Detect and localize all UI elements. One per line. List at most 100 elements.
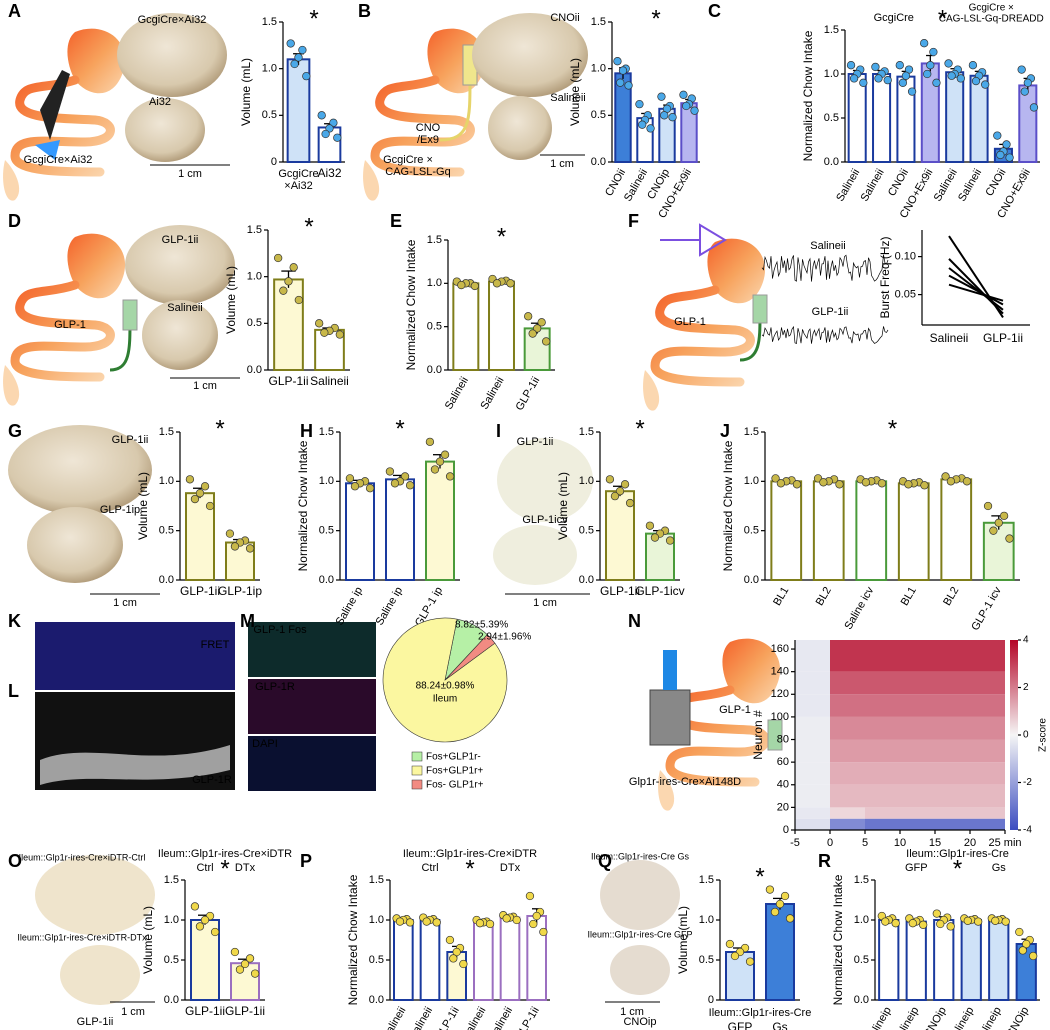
data-point	[877, 479, 887, 488]
image-label: GLP-1	[674, 316, 706, 328]
image-label: 1 cm	[193, 380, 217, 392]
y-tick-label: 0.5	[319, 525, 334, 537]
group-label: Gs	[992, 862, 1007, 874]
amplifier	[660, 223, 727, 257]
group-label: GcgiCre ×	[969, 3, 1014, 14]
data-point	[994, 518, 1003, 527]
y-tick-label: 0.0	[164, 994, 179, 1006]
y-tick-label: 1.5	[591, 16, 606, 28]
data-point	[730, 951, 740, 961]
data-point	[195, 489, 205, 498]
legend-swatch	[411, 751, 423, 762]
data-point	[895, 61, 904, 70]
y-tick-label: 1.0	[824, 68, 839, 80]
panel-letter: D	[8, 211, 21, 231]
y-tick-label: 0.5	[262, 109, 277, 121]
data-point	[400, 472, 410, 481]
series-line	[948, 267, 1004, 311]
y-tick-label: 0	[783, 824, 789, 836]
data-point	[325, 124, 334, 133]
x-tick-label: GLP-1ip	[218, 584, 262, 598]
heat-cell	[900, 818, 935, 830]
stomach-photo	[493, 525, 577, 585]
data-point	[279, 286, 288, 295]
bar	[872, 73, 892, 163]
x-tick-label: GLP-1ii	[268, 374, 308, 388]
data-point	[923, 69, 932, 79]
y-tick-label: 0.0	[247, 364, 262, 376]
stomach-photo	[125, 225, 235, 305]
y-tick-label: 0.5	[699, 954, 714, 966]
heat-cell	[795, 807, 830, 819]
data-point	[230, 947, 240, 957]
significance-star: *	[755, 863, 764, 890]
y-tick-label: 1.5	[247, 224, 262, 236]
image-label: 1 cm	[620, 1006, 644, 1018]
image-label: GcgiCre×Ai32	[24, 154, 93, 166]
data-point	[898, 78, 908, 87]
objective	[663, 650, 677, 690]
significance-star: *	[651, 5, 660, 32]
data-point	[422, 917, 431, 926]
x-tick-label: Ai32	[317, 166, 341, 180]
y-tick-label: 1.0	[159, 475, 174, 487]
bar	[847, 73, 867, 163]
heat-cell	[865, 784, 900, 808]
group-label: DTx	[500, 862, 521, 874]
stomach-photo	[35, 855, 155, 935]
data-point	[1029, 951, 1038, 961]
data-point	[780, 891, 790, 901]
fret-image	[35, 622, 235, 690]
x-tick-label: Salineii	[859, 167, 887, 204]
y-axis-label: Volume (mL)	[676, 906, 690, 974]
heat-cell	[970, 818, 1005, 830]
data-point	[682, 101, 691, 111]
x-tick-label: Salineip	[974, 1005, 1004, 1030]
image-label: GcgiCre ×	[383, 154, 433, 166]
heat-cell	[900, 671, 935, 695]
series-line	[948, 258, 1004, 315]
image-label: GLP-1ii	[162, 234, 199, 246]
data-point	[901, 71, 911, 80]
x-tick-label: -5	[790, 837, 800, 849]
bar	[419, 919, 441, 1001]
series-line	[948, 274, 1004, 306]
heat-cell	[900, 784, 935, 808]
data-point	[929, 47, 938, 57]
y-tick-label: 80	[777, 733, 789, 745]
x-tick-label: GLP-1ii	[514, 375, 543, 413]
data-point	[962, 477, 972, 486]
significance-star: *	[465, 855, 474, 882]
data-point	[968, 61, 978, 70]
y-tick-label: 1.0	[319, 475, 334, 487]
x-tick-label: Saline ip	[334, 585, 365, 628]
image-label: 1 cm	[533, 597, 557, 609]
x-tick-label: GLP-1ii	[225, 1004, 265, 1018]
heat-cell	[795, 784, 830, 808]
significance-star: *	[304, 213, 313, 240]
data-point	[944, 59, 953, 68]
value-label: 2.94±1.96%	[478, 632, 531, 643]
heat-cell	[865, 762, 900, 785]
stomach-photo	[117, 13, 227, 97]
bar	[982, 521, 1015, 581]
bar	[499, 916, 521, 1001]
image-label: GLP-1R	[192, 774, 232, 786]
probe	[40, 70, 70, 140]
data-point	[537, 318, 546, 327]
data-point	[321, 129, 330, 139]
y-tick-label: 0.0	[744, 574, 759, 586]
data-point	[365, 484, 375, 493]
y-axis-label: Volume (mL)	[239, 58, 253, 126]
data-point	[452, 947, 461, 957]
y-axis-label: Normalized Chow Intake	[296, 440, 310, 571]
data-point	[936, 919, 945, 929]
heat-cell	[865, 694, 900, 717]
image-label: Salineii	[810, 240, 845, 252]
x-tick-label: GLP-1 icv	[969, 585, 1004, 633]
bar	[393, 919, 414, 1001]
data-point	[335, 330, 344, 339]
data-point	[525, 891, 535, 901]
y-axis-label: Normalized Chow Intake	[801, 30, 815, 161]
